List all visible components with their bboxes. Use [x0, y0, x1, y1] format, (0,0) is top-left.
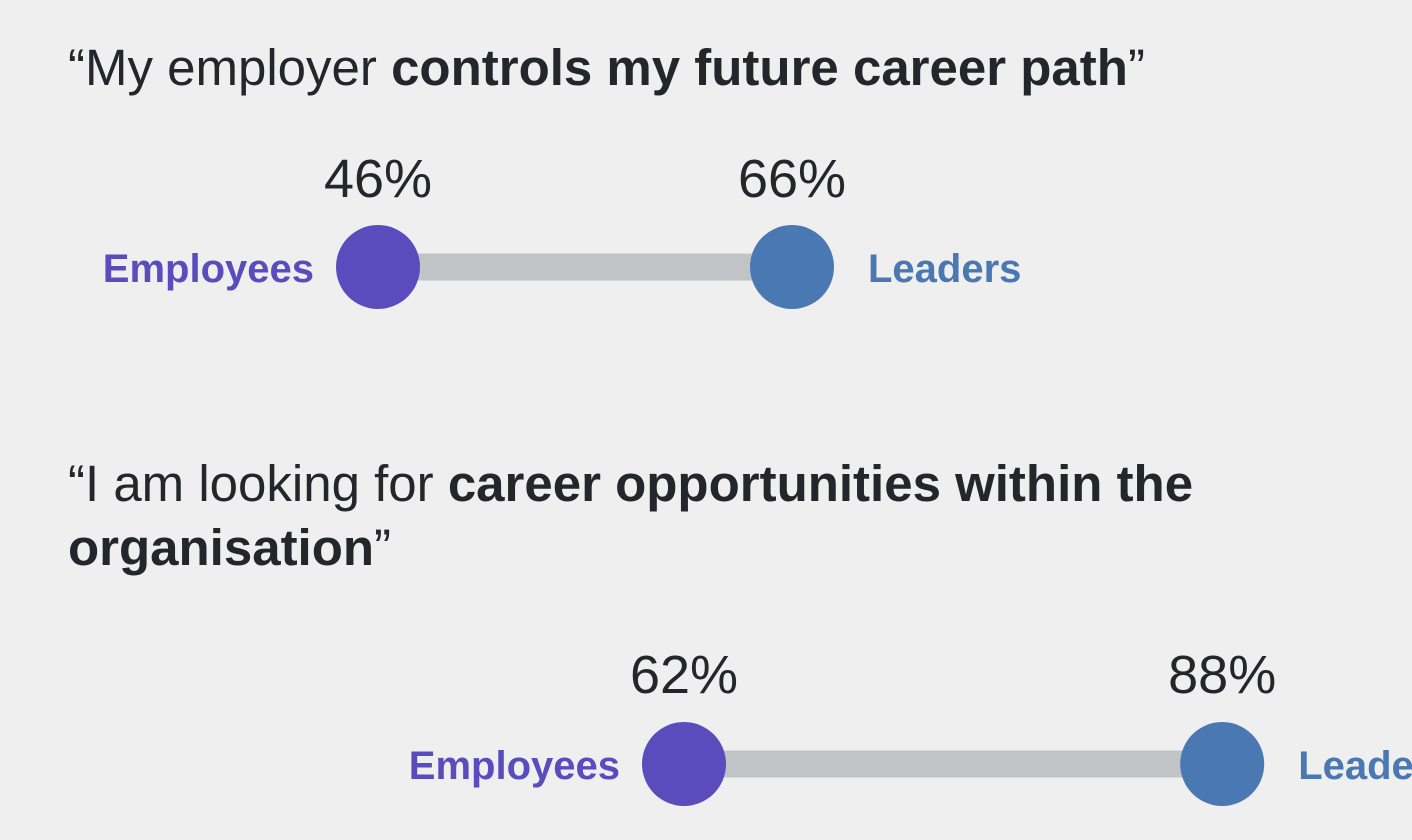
statement-bold-text: career opportunities within the organisa… — [68, 455, 1194, 576]
leaders-series-label: Leaders — [868, 247, 1021, 291]
leaders-dot — [1180, 722, 1265, 806]
open-quote: “ — [68, 39, 85, 96]
statement-1: “My employer controls my future career p… — [68, 36, 1368, 100]
leaders-value-label: 88% — [1168, 645, 1276, 705]
leaders-dot — [750, 225, 834, 309]
statement-plain-text: My employer — [84, 39, 392, 96]
statement-2: “I am looking for career opportunities w… — [68, 452, 1368, 580]
employees-value-label: 46% — [324, 149, 432, 209]
leaders-value-label: 66% — [738, 149, 846, 209]
statement-plain-text: I am looking for — [84, 455, 448, 512]
close-quote: ” — [1127, 39, 1145, 96]
employees-dot — [336, 225, 420, 309]
employees-value-label: 62% — [630, 645, 738, 705]
employees-series-label: Employees — [409, 744, 620, 788]
employees-series-label: Employees — [103, 247, 314, 291]
close-quote: ” — [374, 519, 392, 576]
leaders-series-label: Leaders — [1298, 744, 1412, 788]
open-quote: “ — [68, 455, 85, 512]
employees-dot — [642, 722, 726, 806]
statement-bold-text: controls my future career path — [391, 39, 1128, 96]
